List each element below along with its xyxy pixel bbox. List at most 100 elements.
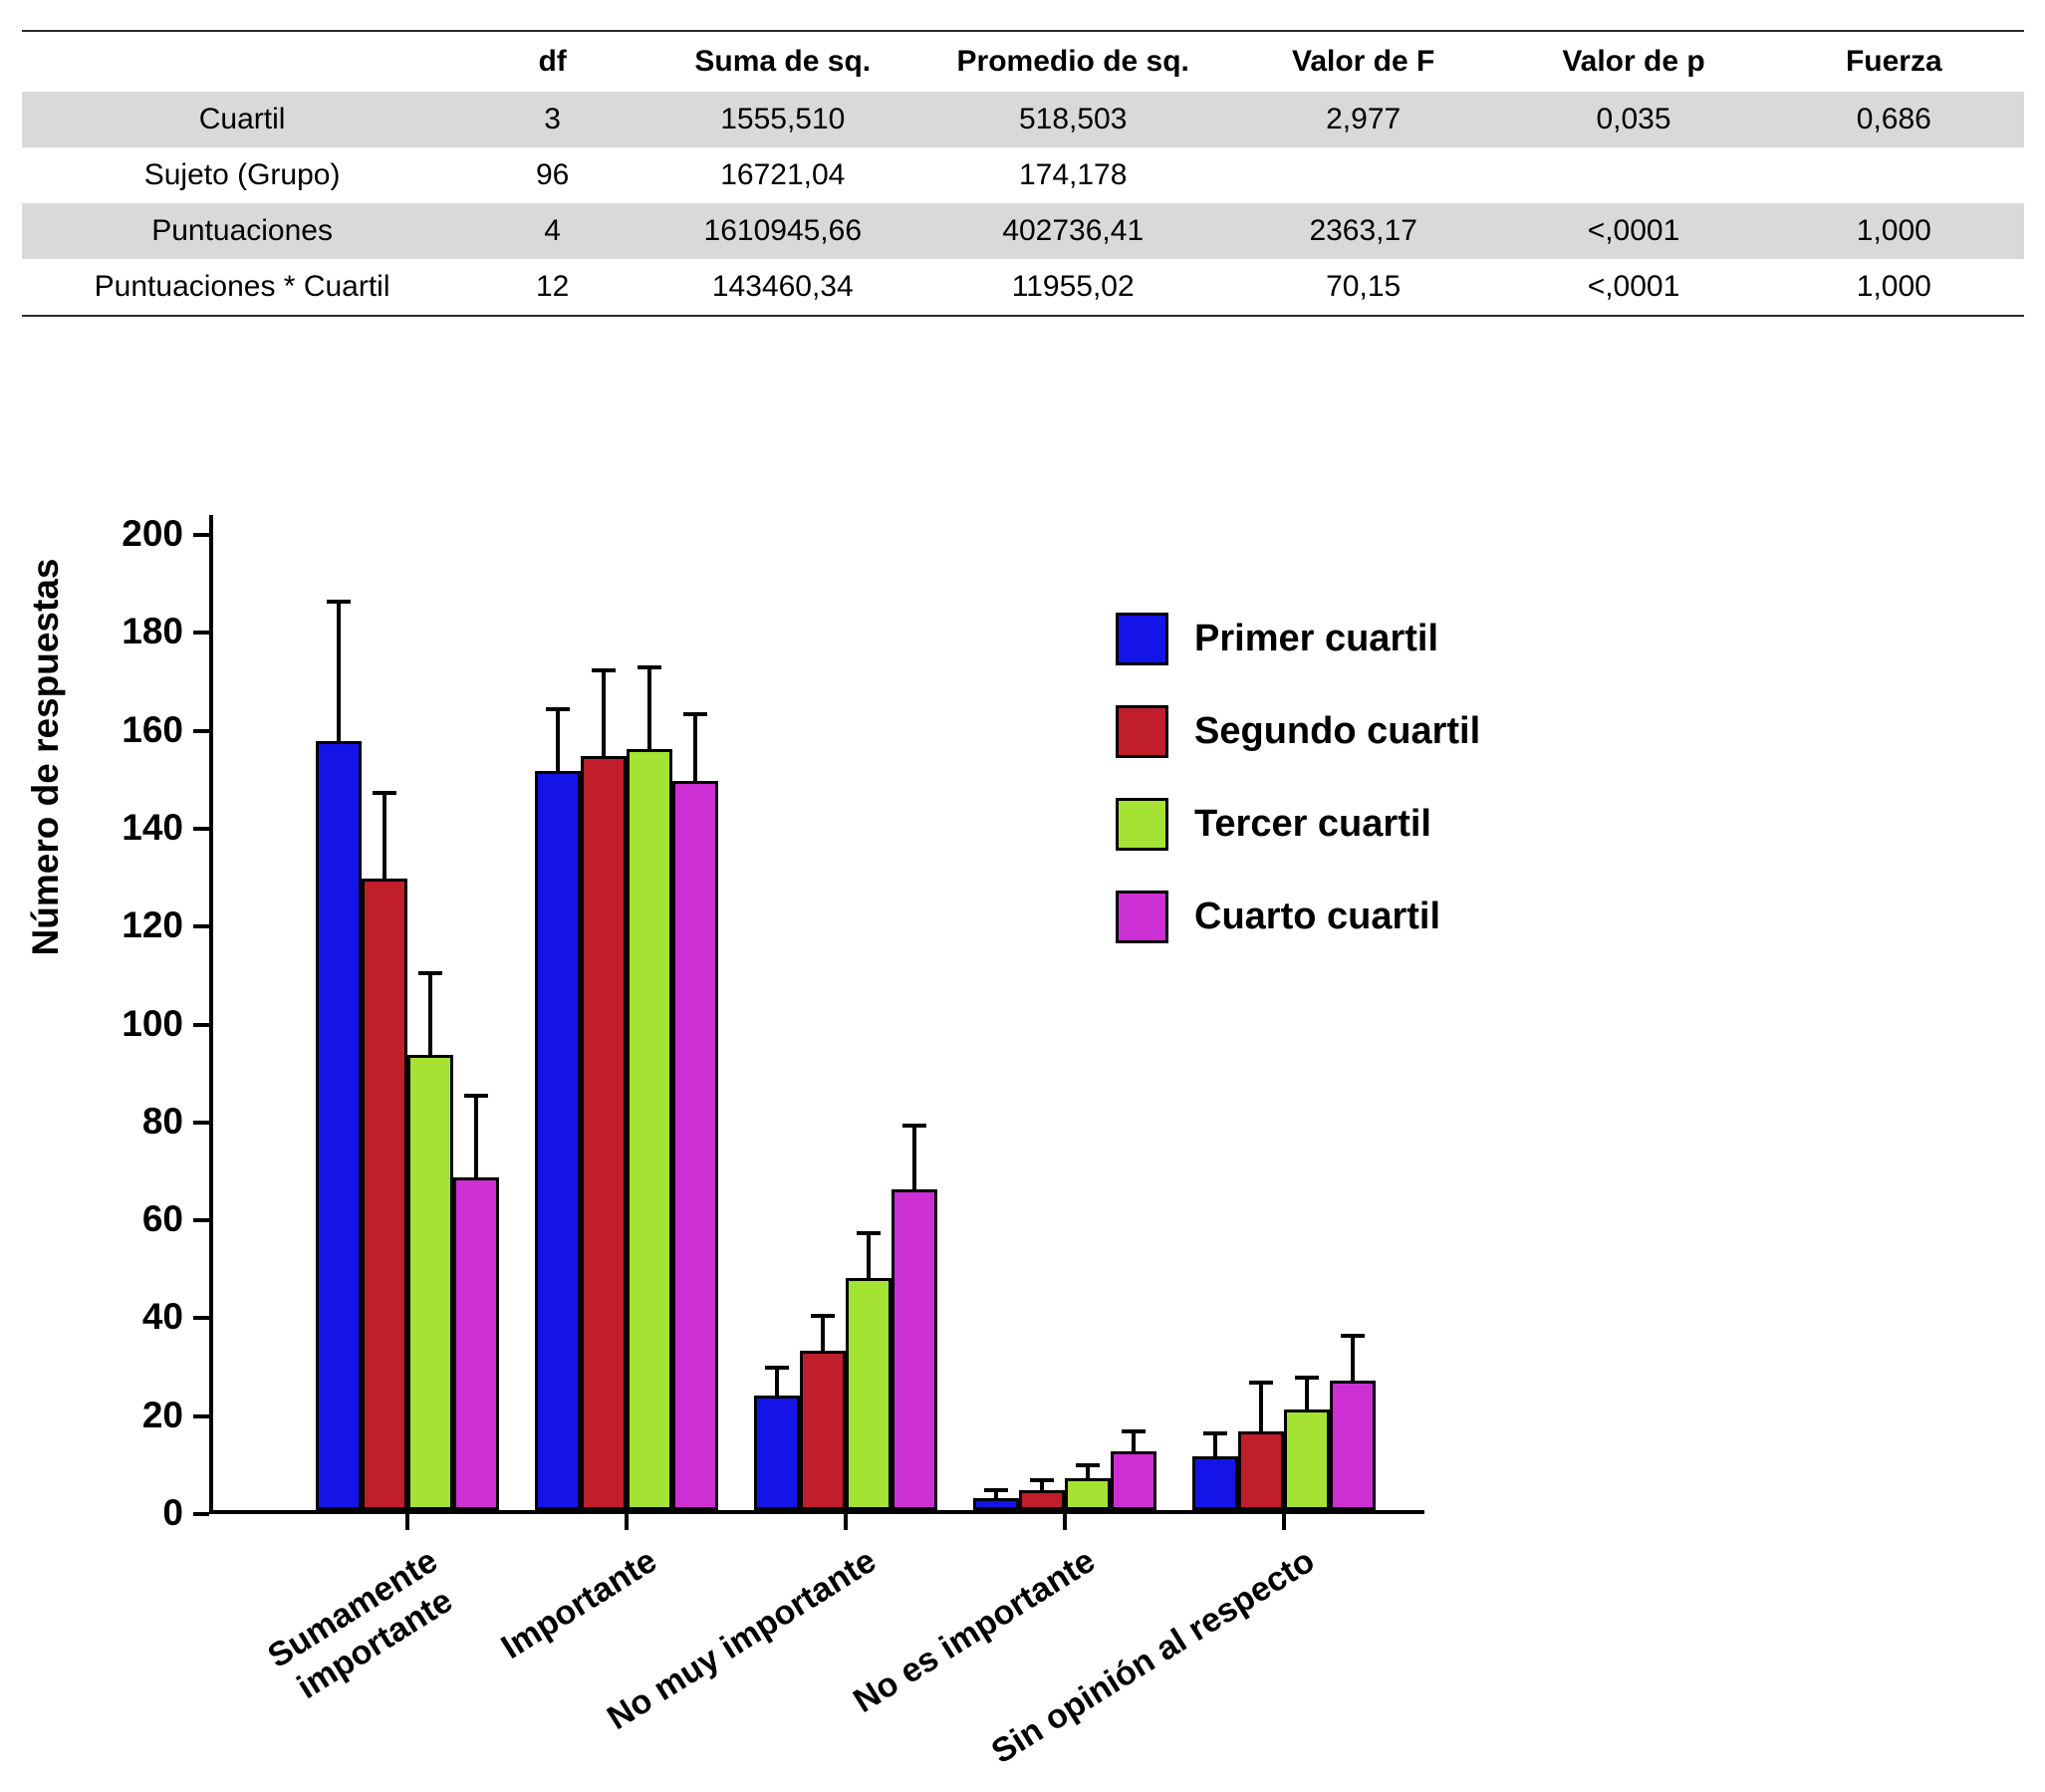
anova-cell: 12 (535, 270, 570, 303)
y-axis-tick (193, 1120, 209, 1125)
anova-cell (1764, 147, 2024, 203)
y-axis-tick (193, 631, 209, 636)
anova-cell: 402736,41 (1002, 214, 1145, 247)
anova-cell: 1555,510 (720, 103, 846, 135)
error-bar-cap (683, 711, 707, 716)
y-axis-tick (193, 533, 209, 537)
x-axis-category-label: Sumamente importante (261, 1541, 460, 1707)
error-bar-cap (857, 1230, 881, 1235)
y-axis-tick (193, 924, 209, 929)
anova-cell: 143460,34 (711, 270, 854, 303)
anova-row-label: Puntuaciones (151, 214, 333, 247)
anova-cell: 2363,17 (1309, 214, 1417, 247)
anova-header-cell: df (538, 45, 567, 78)
bar-no-es-importante-primer-cuartil (973, 1497, 1019, 1510)
y-axis-tick (193, 1512, 209, 1516)
error-bar (337, 599, 341, 742)
anova-row-puntuaciones: Puntuaciones 4 1610945,66 402736,41 2363,17 <… (22, 203, 2024, 259)
bar-sumamente-importante-primer-cuartil (316, 741, 362, 1510)
anova-row-label: Cuartil (198, 103, 286, 135)
error-bar-cap (1203, 1431, 1227, 1436)
anova-header-cell: Valor de F (1291, 45, 1435, 78)
legend-item-segundo-cuartil: Segundo cuartil (1116, 705, 1480, 758)
error-bar (1305, 1375, 1309, 1410)
anova-cell: 16721,04 (720, 158, 846, 191)
x-axis-tick (405, 1514, 409, 1530)
y-axis-tick-label: 140 (122, 806, 183, 848)
error-bar-cap (546, 706, 570, 711)
error-bar (383, 790, 386, 879)
anova-cell: 70,15 (1326, 270, 1402, 303)
y-axis-tick (193, 826, 209, 831)
anova-cell: 0,035 (1596, 103, 1671, 135)
error-bar (1351, 1334, 1355, 1381)
error-bar (1040, 1478, 1044, 1491)
anova-header-cell: Suma de sq. (694, 45, 872, 78)
plot-area: 0 20 40 60 80 100 120 140 160 180 200 Sumamente imp… (122, 513, 1424, 1771)
error-bar-cap (1076, 1463, 1100, 1468)
anova-header-cell: Promedio de sq. (956, 45, 1189, 78)
error-bar (428, 971, 432, 1055)
anova-cell: <,0001 (1587, 214, 1680, 247)
error-bar (647, 665, 651, 749)
anova-header-cell: Valor de p (1562, 45, 1705, 78)
anova-cell: <,0001 (1587, 270, 1680, 303)
anova-table-body: Cuartil 3 1555,510 518,503 2,977 0,035 0,686 Su… (22, 92, 2024, 316)
bar-no-muy-importante-primer-cuartil (754, 1395, 800, 1510)
y-axis-tick-label: 180 (122, 611, 183, 652)
bar-chart: Número de respuestas 0 20 40 60 80 100 120 140 1… (0, 359, 2045, 1792)
anova-cell: 3 (544, 103, 561, 135)
bar-no-muy-importante-segundo-cuartil (800, 1351, 846, 1510)
anova-cell (1503, 147, 1763, 203)
y-axis-tick (193, 728, 209, 733)
error-bar-cap (373, 790, 396, 795)
bar-importante-primer-cuartil (535, 770, 581, 1510)
x-axis-tick (844, 1514, 848, 1530)
error-bar-cap (638, 665, 661, 670)
legend-label: Tercer cuartil (1194, 803, 1431, 845)
anova-cell: 11955,02 (1011, 270, 1135, 303)
error-bar (867, 1230, 871, 1278)
y-axis-tick-label: 120 (122, 904, 183, 946)
y-axis-tick-label: 60 (141, 1198, 183, 1240)
anova-header-cell (22, 31, 462, 92)
error-bar-cap (464, 1094, 488, 1099)
bar-no-muy-importante-tercer-cuartil (846, 1277, 892, 1510)
bar-sin-opini-n-al-respecto-cuarto-cuartil (1330, 1380, 1376, 1510)
anova-cell (1223, 147, 1503, 203)
x-axis-tick (625, 1514, 629, 1530)
legend-swatch (1116, 705, 1168, 758)
x-axis-tick (1063, 1514, 1067, 1530)
y-axis-tick-label: 160 (122, 708, 183, 750)
error-bar-cap (1030, 1478, 1054, 1483)
anova-header-cell: Fuerza (1845, 45, 1942, 78)
anova-header-row: df Suma de sq. Promedio de sq. Valor de F Va… (22, 31, 2024, 92)
anova-cell: 0,686 (1856, 103, 1931, 135)
error-bar (821, 1314, 825, 1352)
y-axis-tick-label: 0 (162, 1492, 183, 1533)
error-bar-cap (1295, 1375, 1319, 1380)
anova-row-sujeto-grupo: Sujeto (Grupo) 96 16721,04 174,178 (22, 147, 2024, 203)
anova-cell: 96 (535, 158, 570, 191)
legend-label: Primer cuartil (1194, 618, 1438, 659)
anova-cell: 174,178 (1018, 158, 1128, 191)
y-axis-tick-label: 40 (141, 1296, 183, 1338)
bar-importante-segundo-cuartil (581, 756, 627, 1510)
y-axis-tick-label: 200 (122, 513, 183, 554)
error-bar (1259, 1380, 1263, 1432)
error-bar (693, 711, 697, 781)
error-bar (1086, 1463, 1090, 1479)
error-bar-cap (1122, 1428, 1146, 1433)
anova-table: df Suma de sq. Promedio de sq. Valor de F Va… (22, 30, 2024, 317)
error-bar-cap (765, 1366, 789, 1371)
bar-sin-opini-n-al-respecto-segundo-cuartil (1238, 1431, 1284, 1510)
error-bar-cap (984, 1487, 1008, 1492)
legend-item-primer-cuartil: Primer cuartil (1116, 613, 1480, 665)
error-bar (602, 667, 606, 757)
bar-no-es-importante-cuarto-cuartil (1111, 1451, 1156, 1510)
bar-no-muy-importante-cuarto-cuartil (892, 1189, 937, 1510)
y-axis-tick (193, 1218, 209, 1223)
bar-importante-tercer-cuartil (627, 748, 672, 1510)
legend: Primer cuartil Segundo cuartil Tercer cuar… (1116, 613, 1480, 943)
